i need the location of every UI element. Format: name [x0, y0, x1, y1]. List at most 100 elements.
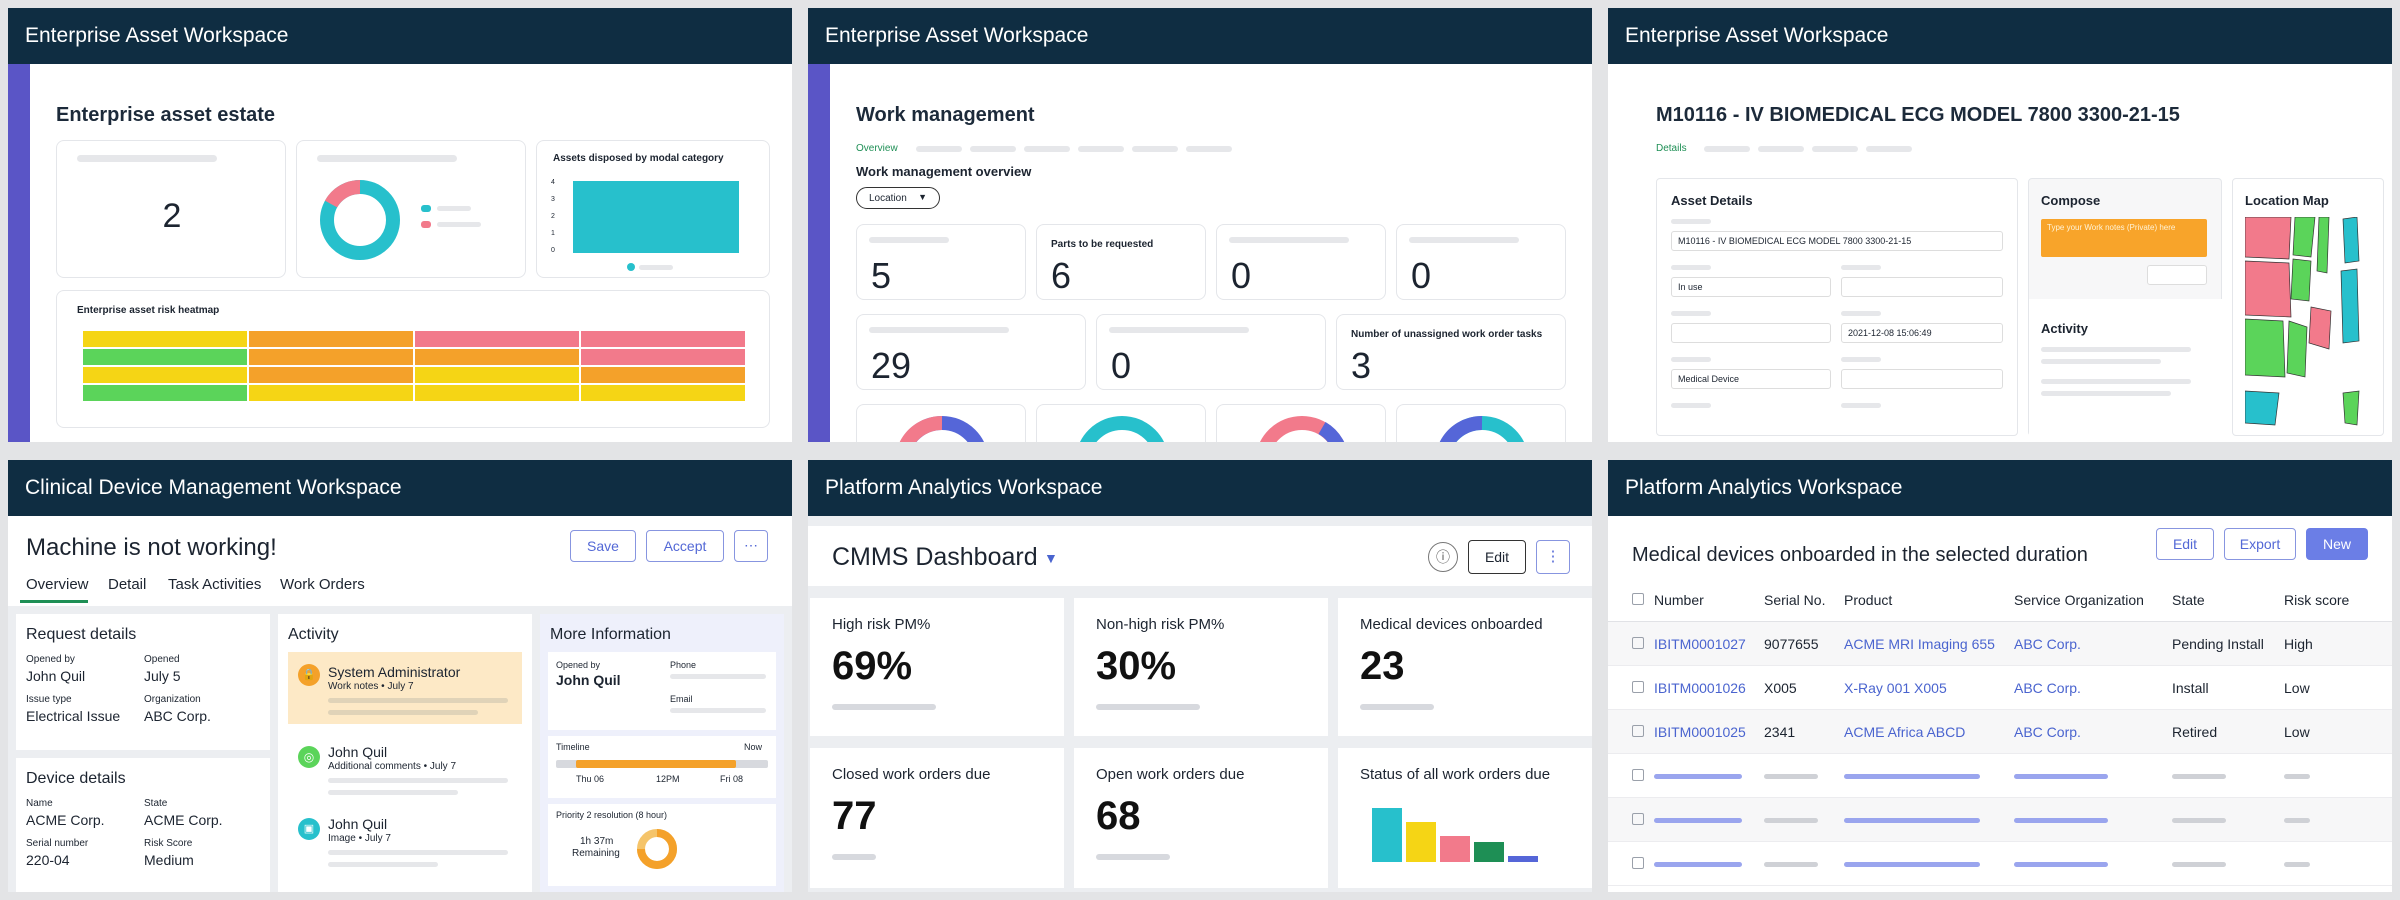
cell-service-org[interactable]: ABC Corp. [2014, 636, 2081, 652]
cell-number[interactable]: IBITM0001027 [1654, 636, 1746, 652]
device-type-field[interactable]: Medical Device [1671, 369, 1831, 389]
organization-label: Organization [144, 694, 201, 705]
page-title: Work management [856, 104, 1035, 126]
kpi-card-6[interactable]: 0 [1096, 314, 1326, 390]
row-checkbox[interactable] [1632, 813, 1644, 825]
row-checkbox[interactable] [1632, 769, 1644, 781]
table-row-placeholder[interactable] [1608, 842, 2392, 886]
caret-down-icon: ▼ [918, 192, 927, 202]
column-header-risk[interactable]: Risk score [2284, 592, 2350, 608]
cell-product[interactable]: X-Ray 001 X005 [1844, 680, 1947, 696]
status-field[interactable]: In use [1671, 277, 1831, 297]
post-button[interactable] [2147, 265, 2207, 285]
export-button[interactable]: Export [2224, 528, 2296, 560]
kpi-card-1[interactable]: 5 [856, 224, 1026, 300]
count-card[interactable]: 2 [56, 140, 286, 278]
request-details-title: Request details [26, 626, 137, 643]
table-row[interactable]: IBITM0001027 9077655 ACME MRI Imaging 65… [1608, 622, 2392, 666]
new-button[interactable]: New [2306, 528, 2368, 560]
opened-by-label: Opened by [26, 654, 75, 665]
cell-product[interactable]: ACME Africa ABCD [1844, 724, 1966, 740]
cell-service-org[interactable]: ABC Corp. [2014, 680, 2081, 696]
donut-card-1[interactable] [856, 404, 1026, 442]
select-all-checkbox[interactable] [1632, 593, 1644, 605]
issue-type-value: Electrical Issue [26, 708, 121, 724]
page-title: M10116 - IV BIOMEDICAL ECG MODEL 7800 33… [1656, 104, 2180, 126]
table-row-placeholder[interactable] [1608, 798, 2392, 842]
metric-label: Non-high risk PM% [1096, 616, 1225, 633]
metric-card-open-wo[interactable]: Open work orders due 68 [1074, 748, 1328, 888]
row-checkbox[interactable] [1632, 857, 1644, 869]
table-row[interactable]: IBITM0001026 X005 X-Ray 001 X005 ABC Cor… [1608, 666, 2392, 710]
tab-overview[interactable]: Overview [856, 143, 898, 154]
donut-card-2[interactable] [1036, 404, 1206, 442]
cell-number[interactable]: IBITM0001026 [1654, 680, 1746, 696]
edit-button[interactable]: Edit [1468, 540, 1526, 574]
kpi-card-3[interactable]: 0 [1216, 224, 1386, 300]
metric-card-high-risk[interactable]: High risk PM% 69% [810, 598, 1064, 736]
metric-card-closed-wo[interactable]: Closed work orders due 77 [810, 748, 1064, 888]
activity-card: Activity 🔒 System Administrator Work not… [278, 614, 532, 892]
heatmap-card[interactable]: Enterprise asset risk heatmap [56, 290, 770, 428]
location-dropdown[interactable]: Location ▼ [856, 187, 940, 209]
workspace-header: Platform Analytics Workspace [808, 460, 1592, 516]
row-checkbox[interactable] [1632, 681, 1644, 693]
asset-name-field[interactable]: M10116 - IV BIOMEDICAL ECG MODEL 7800 33… [1671, 231, 2003, 251]
section-subtitle: Work management overview [856, 164, 1032, 179]
tab-work-orders[interactable]: Work Orders [280, 576, 365, 593]
more-options-icon[interactable]: ⋮ [1536, 540, 1570, 574]
table-row-placeholder[interactable] [1608, 754, 2392, 798]
cell-state: Pending Install [2172, 636, 2264, 652]
column-header-number[interactable]: Number [1654, 592, 1704, 608]
kpi-card-4[interactable]: 0 [1396, 224, 1566, 300]
bar-card[interactable]: Assets disposed by modal category 4 3 2 … [536, 140, 770, 278]
metric-card-non-high-risk[interactable]: Non-high risk PM% 30% [1074, 598, 1328, 736]
more-info-title: More Information [550, 626, 671, 643]
cell-number[interactable]: IBITM0001025 [1654, 724, 1746, 740]
now-label: Now [744, 742, 763, 752]
work-notes-input[interactable]: Type your Work notes (Private) here [2041, 219, 2207, 257]
save-button[interactable]: Save [570, 530, 636, 562]
column-header-state[interactable]: State [2172, 592, 2205, 608]
empty-field[interactable] [1671, 323, 1831, 343]
lock-icon: 🔒 [298, 664, 320, 686]
donut-card-4[interactable] [1396, 404, 1566, 442]
asset-details-card: Asset Details M10116 - IV BIOMEDICAL ECG… [1656, 178, 2018, 436]
dashboard-title: CMMS Dashboard [832, 543, 1038, 571]
workspace-header: Enterprise Asset Workspace [808, 8, 1592, 64]
metric-card-devices-onboarded[interactable]: Medical devices onboarded 23 [1338, 598, 1592, 736]
info-icon[interactable]: ⓘ [1428, 542, 1458, 572]
kpi-card-5[interactable]: 29 [856, 314, 1086, 390]
row-checkbox[interactable] [1632, 725, 1644, 737]
tab-overview[interactable]: Overview [26, 576, 89, 593]
kpi-card-7[interactable]: Number of unassigned work order tasks 3 [1336, 314, 1566, 390]
floor-plan-map[interactable] [2245, 217, 2385, 427]
metric-card-status-wo[interactable]: Status of all work orders due [1338, 748, 1592, 888]
donut-card-3[interactable] [1216, 404, 1386, 442]
dashboard-dropdown-icon[interactable]: ▼ [1044, 550, 1058, 566]
empty-field[interactable] [1841, 277, 2003, 297]
activity-title: Activity [2041, 321, 2088, 336]
donut-card[interactable] [296, 140, 526, 278]
tab-details[interactable]: Details [1656, 143, 1687, 154]
column-header-serial[interactable]: Serial No. [1764, 592, 1826, 608]
metric-label: Closed work orders due [832, 766, 991, 783]
edit-button[interactable]: Edit [2156, 528, 2214, 560]
timeline-label: Timeline [556, 742, 590, 752]
accept-button[interactable]: Accept [646, 530, 724, 562]
empty-field[interactable] [1841, 369, 2003, 389]
cell-service-org[interactable]: ABC Corp. [2014, 724, 2081, 740]
table-row[interactable]: IBITM0001025 2341 ACME Africa ABCD ABC C… [1608, 710, 2392, 754]
column-header-product[interactable]: Product [1844, 592, 1893, 608]
row-checkbox[interactable] [1632, 637, 1644, 649]
metric-value: 77 [832, 794, 877, 838]
column-header-service-org[interactable]: Service Organization [2014, 592, 2144, 608]
more-options-button[interactable]: ⋯ [734, 530, 768, 562]
tab-detail[interactable]: Detail [108, 576, 147, 593]
date-field[interactable]: 2021-12-08 15:06:49 [1841, 323, 2003, 343]
cell-product[interactable]: ACME MRI Imaging 655 [1844, 636, 1995, 652]
kpi-card-2[interactable]: Parts to be requested 6 [1036, 224, 1206, 300]
tab-task-activities[interactable]: Task Activities [168, 576, 262, 593]
opened-by-label: Opened by [556, 660, 601, 670]
tick-3: 3 [551, 196, 555, 203]
